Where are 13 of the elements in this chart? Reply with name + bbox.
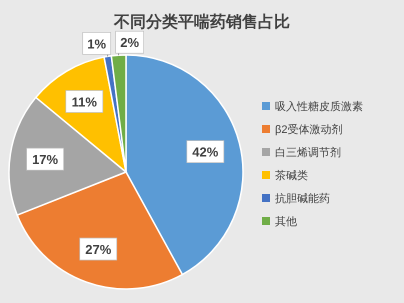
legend-label: 其他 <box>275 215 297 228</box>
data-label: 42% <box>192 144 219 160</box>
legend-label: 茶碱类 <box>275 169 308 182</box>
legend-label: 抗胆碱能药 <box>275 192 330 205</box>
data-label: 27% <box>85 242 112 258</box>
data-label: 1% <box>87 36 107 52</box>
legend-label: 白三烯调节剂 <box>275 146 341 159</box>
data-label: 2% <box>120 35 140 50</box>
legend-label: β2受体激动剂 <box>275 123 342 136</box>
legend-label: 吸入性糖皮质激素 <box>275 100 363 113</box>
chart-title: 不同分类平喘药销售占比 <box>113 13 290 31</box>
data-label: 11% <box>72 94 98 110</box>
data-label: 17% <box>32 152 59 168</box>
